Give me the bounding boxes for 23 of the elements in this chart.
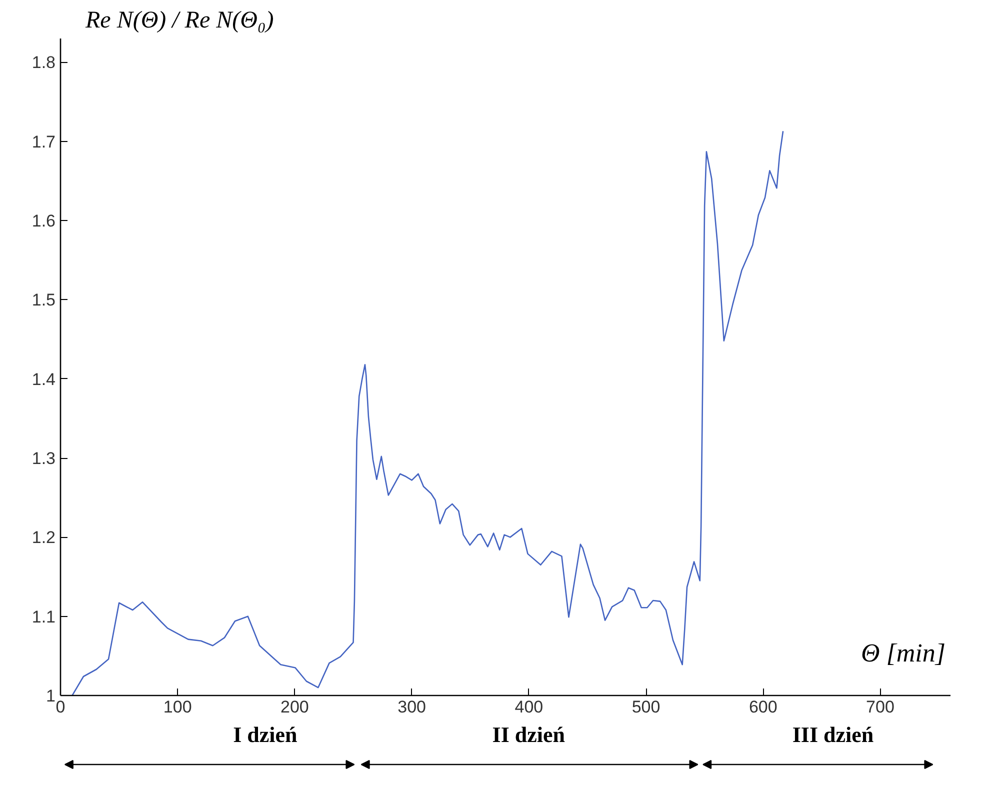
text: III dzień — [792, 722, 874, 747]
x-tick-label: 100 — [163, 698, 192, 716]
text: I dzień — [233, 722, 298, 747]
x-tick-label: 500 — [632, 698, 660, 716]
x-axis-title: Θ [min] — [860, 638, 946, 668]
line-series — [72, 130, 784, 696]
y-tick-label: 1.4 — [32, 370, 56, 389]
x-tick-label: 700 — [866, 698, 894, 716]
y-tick-label: 1.1 — [32, 607, 56, 626]
x-tick-label: 600 — [748, 698, 778, 716]
y-tick-label: 1.5 — [32, 290, 56, 310]
y-axis-title: Re N(Θ) / Re N(Θ₀) — [84, 8, 274, 34]
x-tick-label: 300 — [398, 698, 426, 716]
y-tick-label: 1.2 — [32, 528, 56, 548]
y-tick-label: 1 — [46, 686, 56, 706]
x-tick-label: 200 — [280, 698, 309, 716]
y-tick-label: 1.8 — [32, 53, 56, 72]
y-tick-label: 1.7 — [32, 132, 56, 152]
text: II dzień — [492, 722, 566, 747]
x-tick-label: 400 — [514, 698, 544, 716]
x-tick-label: 0 — [56, 698, 66, 716]
y-tick-label: 1.6 — [32, 212, 56, 231]
y-tick-label: 1.3 — [32, 449, 56, 468]
